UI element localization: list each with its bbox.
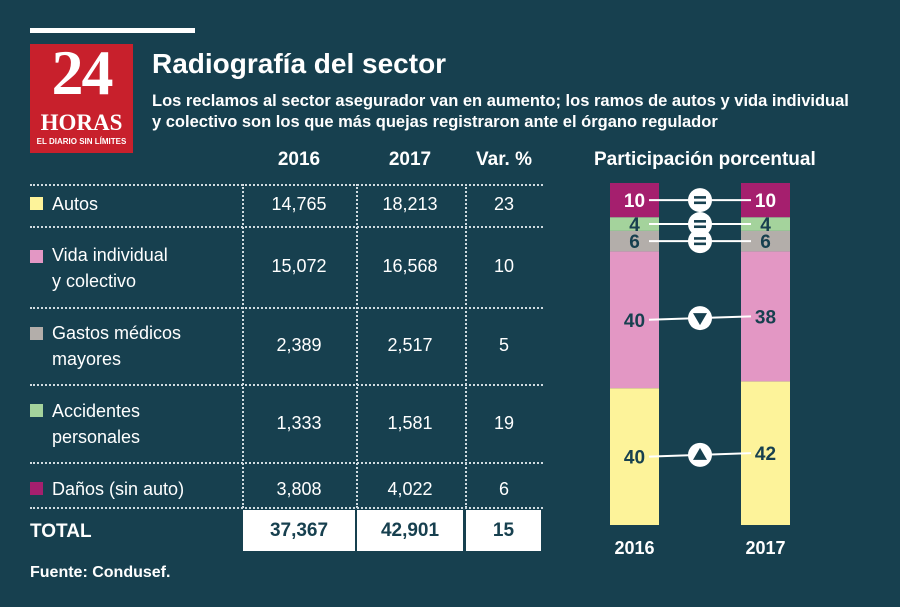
bar-label-vida-2016: 40: [624, 311, 645, 332]
total-2017: 42,901: [357, 510, 463, 551]
legend-swatch-vida: [30, 250, 43, 263]
table-column-divider: [356, 184, 358, 508]
table-divider: [30, 307, 543, 309]
table-divider: [30, 462, 543, 464]
bar-label-vida-2017: 38: [755, 307, 776, 328]
cell-vida-var: 10: [493, 256, 515, 276]
legend-swatch-gastos: [30, 327, 43, 340]
bar-label-gastos-2017: 6: [760, 232, 771, 253]
total-var: 15: [466, 510, 541, 551]
table-column-divider: [465, 184, 467, 508]
table-divider: [30, 507, 543, 509]
cell-accidentes-var: 19: [493, 413, 515, 433]
equal-icon-bar-bottom: [694, 225, 706, 229]
table-divider: [30, 226, 543, 228]
equal-icon-bar-top: [694, 196, 706, 199]
row-label-vida-line1: Vida individual: [52, 245, 168, 265]
x-tick-label-2016: 2016: [614, 538, 654, 558]
bar-segment-accidentes-2017: [741, 217, 790, 231]
row-label-vida-line2: y colectivo: [52, 271, 137, 291]
row-label-accidentes-line2: personales: [52, 427, 141, 447]
cell-danos-2017: 4,022: [387, 479, 433, 499]
bar-label-autos-2016: 40: [624, 448, 645, 469]
legend-swatch-danos: [30, 482, 43, 495]
logo-word: HORAS: [40, 110, 123, 135]
page-subtitle: Los reclamos al sector asegurador van en…: [152, 92, 849, 131]
change-icon-bg-danos: [688, 188, 712, 213]
row-label-accidentes-line1: Accidentes: [52, 401, 141, 421]
cell-accidentes-2017: 1,581: [387, 413, 433, 433]
col-header-var: Var. %: [476, 149, 532, 170]
total-2016: 37,367: [243, 510, 355, 551]
equal-icon-bar-bottom: [694, 242, 706, 246]
cell-danos-2016: 3,808: [276, 479, 322, 499]
bar-label-accidentes-2016: 4: [629, 215, 640, 236]
table-divider: [30, 184, 543, 186]
cell-vida-2016: 15,072: [271, 256, 327, 276]
cell-vida-2017: 16,568: [382, 256, 438, 276]
equal-icon-bar-top: [694, 237, 706, 240]
cell-autos-2017: 18,213: [382, 194, 438, 214]
bar-label-danos-2017: 10: [755, 191, 776, 212]
page-title: Radiografía del sector: [152, 48, 447, 79]
change-icon-bg-gastos: [688, 229, 712, 254]
equal-icon-bar-bottom: [694, 201, 706, 205]
bar-label-accidentes-2017: 4: [760, 215, 771, 236]
col-header-2017: 2017: [388, 149, 432, 170]
logo-number: 24: [51, 37, 114, 108]
bar-label-gastos-2016: 6: [629, 232, 640, 253]
legend-swatch-autos: [30, 197, 43, 210]
cell-accidentes-2016: 1,333: [276, 413, 322, 433]
equal-icon-bar-top: [694, 220, 706, 223]
legend-swatch-accidentes: [30, 404, 43, 417]
bar-label-danos-2016: 10: [624, 191, 645, 212]
cell-gastos-2016: 2,389: [276, 335, 322, 355]
cell-gastos-var: 5: [498, 335, 509, 355]
row-label-gastos-line1: Gastos médicos: [52, 323, 182, 343]
col-header-2016: 2016: [277, 149, 321, 170]
table-divider: [30, 384, 543, 386]
top-rule: [30, 28, 195, 33]
row-label-gastos-line2: mayores: [52, 349, 122, 369]
table-column-divider: [242, 184, 244, 508]
cell-autos-2016: 14,765: [271, 194, 327, 214]
bar-segment-gastos-2017: [741, 230, 790, 252]
chart-title: Participación porcentual: [594, 149, 816, 170]
x-tick-label-2017: 2017: [745, 538, 785, 558]
cell-autos-var: 23: [493, 194, 515, 214]
row-label-autos: Autos: [52, 194, 99, 214]
cell-danos-var: 6: [498, 479, 509, 499]
change-icon-bg-accidentes: [688, 212, 712, 237]
newspaper-logo: 24 HORAS EL DIARIO SIN LÍMITES: [30, 38, 133, 153]
source-note: Fuente: Condusef.: [30, 564, 171, 581]
bar-segment-gastos-2016: [610, 230, 659, 252]
increase-icon: [693, 447, 707, 460]
logo-tagline: EL DIARIO SIN LÍMITES: [36, 137, 127, 146]
bar-label-autos-2017: 42: [755, 444, 776, 465]
bar-segment-accidentes-2016: [610, 217, 659, 231]
row-label-danos: Daños (sin auto): [52, 479, 185, 499]
cell-gastos-2017: 2,517: [387, 335, 433, 355]
total-label: TOTAL: [30, 521, 92, 542]
decrease-icon: [693, 313, 707, 326]
